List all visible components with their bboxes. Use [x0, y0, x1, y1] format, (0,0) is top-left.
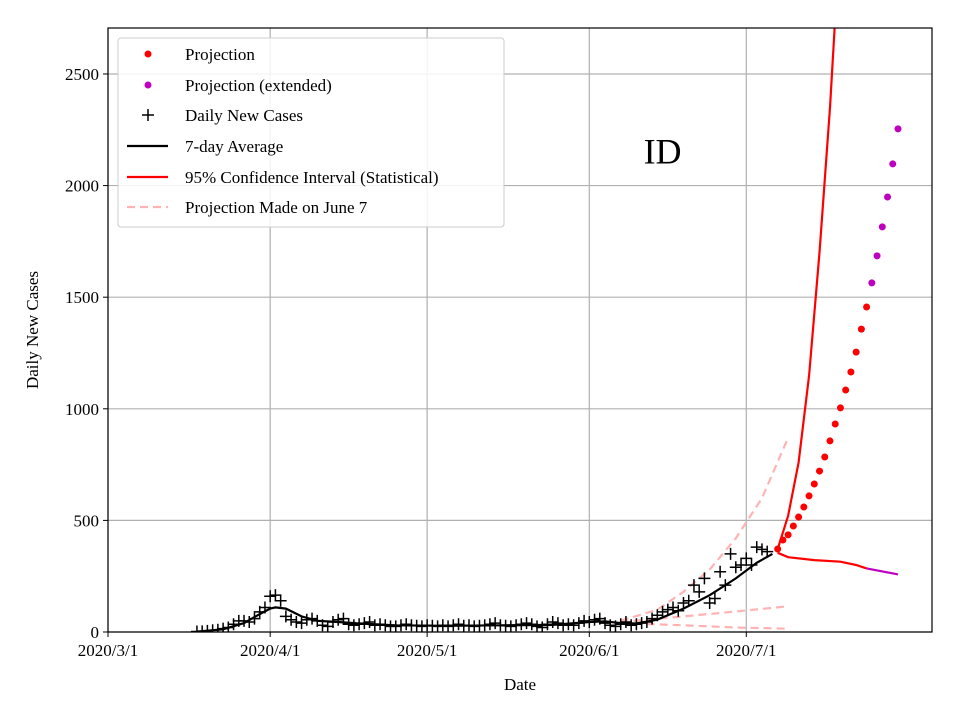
projection-point — [774, 545, 782, 553]
daily-cases-point — [755, 543, 768, 556]
daily-cases-point — [531, 620, 544, 632]
projection-point — [836, 404, 844, 412]
projection-point — [816, 467, 824, 475]
y-tick-label: 1500 — [65, 288, 99, 307]
projection-extended-point — [894, 125, 902, 133]
daily-cases-point — [295, 617, 308, 630]
projection-point — [831, 420, 839, 428]
daily-cases-point — [520, 617, 533, 630]
projection-point — [779, 536, 787, 544]
ticks: 2020/3/1 2020/4/1 2020/5/1 2020/6/1 2020/7/1… — [65, 65, 776, 660]
daily-cases-point — [285, 613, 298, 626]
june7-projection-upper — [620, 437, 790, 622]
projection-point — [784, 531, 792, 539]
projection-point — [857, 325, 865, 333]
x-tick-label: 2020/7/1 — [716, 641, 776, 660]
daily-cases-point — [729, 561, 742, 574]
projection-extended-point — [889, 160, 897, 168]
projection-extended-point — [878, 223, 886, 231]
daily-cases-point — [708, 592, 721, 605]
projection-point — [810, 480, 818, 488]
legend-projection: Projection — [185, 45, 255, 64]
state-annotation: ID — [644, 131, 682, 171]
daily-cases-point — [264, 590, 277, 603]
daily-cases-point — [625, 619, 638, 632]
projection-point — [826, 437, 834, 445]
daily-cases-point — [750, 541, 763, 554]
projection-point — [852, 348, 860, 356]
y-tick-label: 500 — [74, 511, 100, 530]
projection-extended-point — [873, 252, 881, 260]
legend-june7: Projection Made on June 7 — [185, 198, 368, 217]
daily-cases-point — [483, 618, 496, 631]
daily-cases-point — [588, 613, 601, 626]
daily-cases-point — [724, 547, 737, 560]
daily-cases-point — [740, 552, 753, 565]
june7-projection-middle — [620, 605, 789, 624]
daily-cases-point — [504, 620, 517, 632]
projection-point — [847, 368, 855, 376]
seven-day-average-line — [196, 552, 773, 632]
legend-ci: 95% Confidence Interval (Statistical) — [185, 168, 439, 187]
legend-projection-marker — [144, 50, 152, 58]
daily-cases-point — [646, 612, 659, 625]
daily-cases-point — [735, 559, 748, 572]
daily-cases-point — [546, 615, 559, 628]
daily-cases-point — [698, 572, 711, 585]
daily-cases-point — [656, 605, 669, 618]
ci-lower-line — [777, 551, 867, 570]
x-tick-label: 2020/3/1 — [78, 641, 138, 660]
plot-frame — [107, 27, 933, 633]
y-tick-label: 0 — [91, 623, 100, 642]
june7-projection-lower — [620, 622, 789, 630]
projection-extended-point — [884, 193, 892, 201]
marks — [190, 28, 902, 632]
projection-extended-point — [868, 279, 876, 287]
y-tick-label: 2000 — [65, 177, 99, 196]
daily-cases-point — [279, 610, 292, 623]
projection-point — [842, 386, 850, 394]
projection-point — [821, 453, 829, 461]
daily-cases-point — [400, 618, 413, 631]
projection-point — [789, 522, 797, 530]
projection-point — [805, 492, 813, 500]
daily-cases-point — [677, 596, 690, 609]
x-tick-label: 2020/4/1 — [240, 641, 300, 660]
x-tick-label: 2020/5/1 — [397, 641, 457, 660]
daily-cases-point — [693, 585, 706, 598]
daily-cases-point — [687, 579, 700, 592]
legend-avg: 7-day Average — [185, 137, 283, 156]
x-axis-label: Date — [504, 675, 536, 694]
daily-cases-point — [661, 603, 674, 616]
daily-cases-point — [342, 618, 355, 631]
daily-cases-point — [599, 617, 612, 630]
legend-daily-marker — [142, 109, 154, 121]
daily-cases-point — [578, 614, 591, 627]
x-tick-label: 2020/6/1 — [559, 641, 619, 660]
legend: Projection Projection (extended) Daily N… — [117, 37, 505, 228]
daily-cases-point — [274, 594, 287, 607]
daily-cases-point — [714, 565, 727, 578]
daily-cases-point — [290, 615, 303, 628]
y-tick-label: 2500 — [65, 65, 99, 84]
legend-projection-extended: Projection (extended) — [185, 76, 332, 95]
daily-cases-point — [269, 589, 282, 602]
legend-projection-extended-marker — [144, 81, 152, 89]
y-tick-label: 1000 — [65, 400, 99, 419]
projection-point — [863, 303, 871, 311]
legend-daily: Daily New Cases — [185, 106, 303, 125]
projection-point — [795, 513, 803, 521]
ci-upper-line — [776, 28, 836, 550]
y-axis-label: Daily New Cases — [23, 271, 42, 389]
daily-cases-point — [363, 615, 376, 628]
daily-cases-point — [489, 617, 502, 630]
daily-cases-point — [567, 619, 580, 632]
daily-cases-point — [619, 615, 632, 628]
daily-cases-point — [452, 618, 465, 631]
projection-point — [800, 503, 808, 511]
daily-cases-point — [347, 619, 360, 632]
daily-cases-point — [332, 613, 345, 626]
ci-lower-extended-line — [866, 567, 899, 576]
